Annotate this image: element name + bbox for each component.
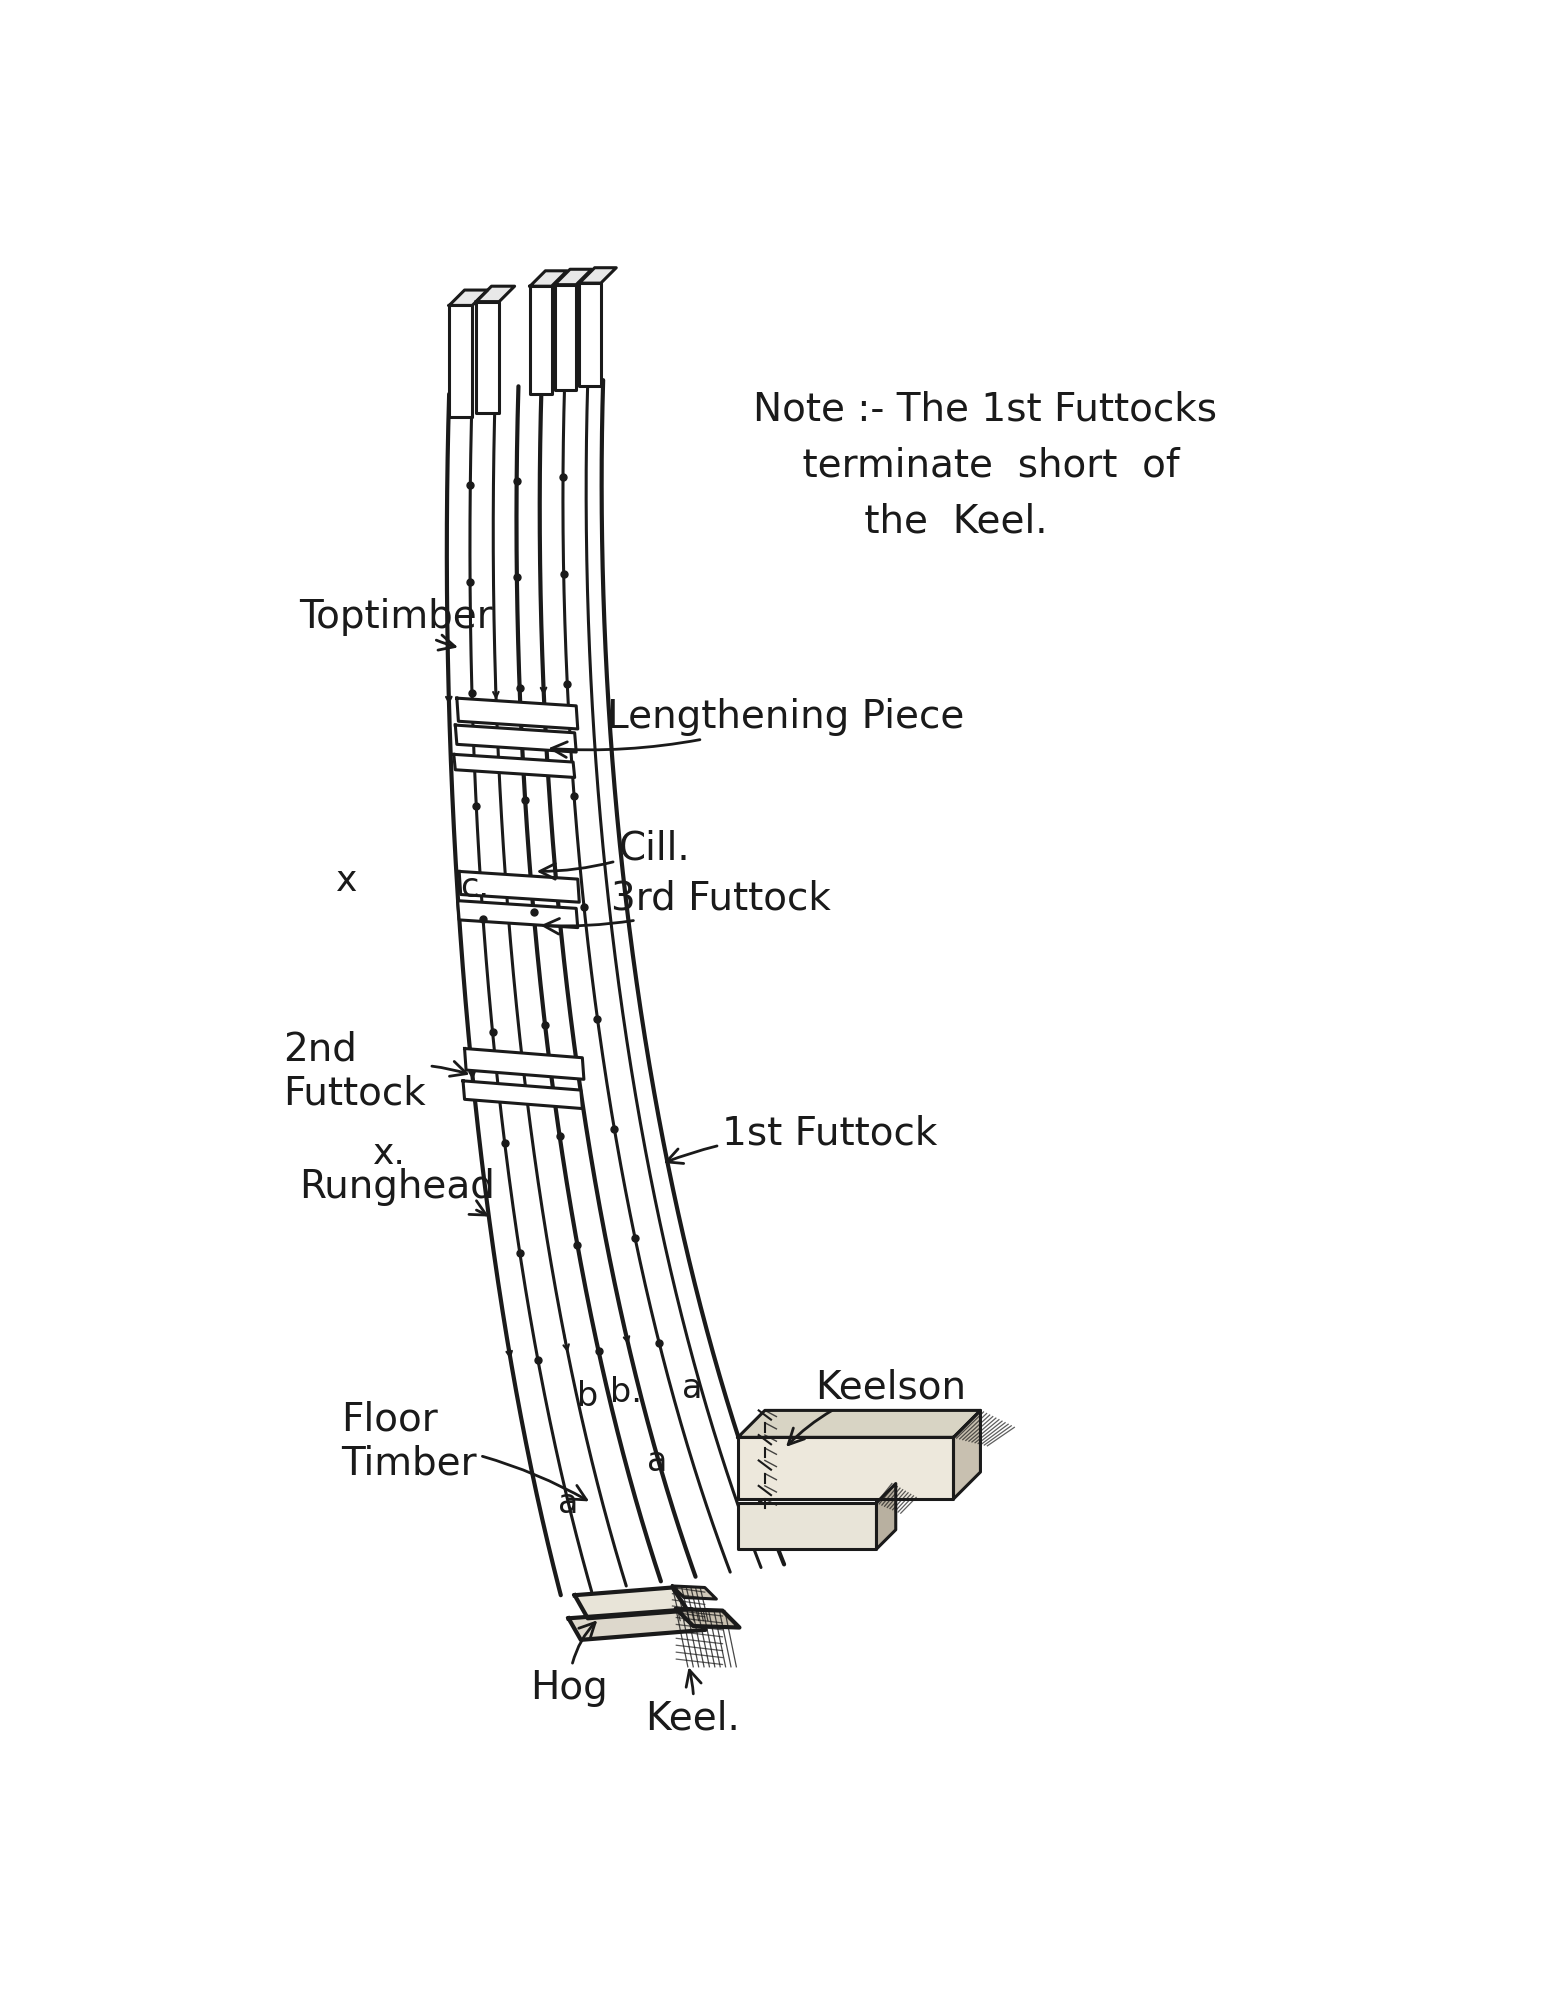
Text: c.: c. [460, 872, 490, 904]
Text: b.: b. [610, 1376, 643, 1408]
Polygon shape [574, 1588, 688, 1618]
Polygon shape [457, 698, 577, 728]
Text: Cill.: Cill. [540, 830, 690, 880]
Text: b: b [577, 1380, 599, 1412]
Text: x: x [335, 864, 357, 898]
Polygon shape [738, 1410, 980, 1438]
Polygon shape [530, 286, 552, 394]
Text: 2nd
Futtock: 2nd Futtock [284, 1030, 466, 1112]
Polygon shape [738, 1438, 953, 1498]
Polygon shape [454, 754, 574, 778]
Polygon shape [449, 290, 488, 306]
Text: a: a [647, 1446, 668, 1478]
Text: 1st Futtock: 1st Futtock [666, 1114, 938, 1164]
Polygon shape [459, 872, 579, 902]
Text: a: a [682, 1372, 702, 1404]
Polygon shape [579, 284, 601, 386]
Text: Toptimber: Toptimber [300, 598, 493, 650]
Polygon shape [465, 1048, 583, 1080]
Polygon shape [877, 1484, 895, 1548]
Polygon shape [457, 900, 577, 928]
Polygon shape [555, 284, 576, 390]
Polygon shape [738, 1502, 877, 1548]
Polygon shape [555, 270, 591, 284]
Polygon shape [463, 1080, 582, 1108]
Polygon shape [672, 1586, 716, 1600]
Text: Hog: Hog [530, 1622, 608, 1706]
Text: x.: x. [373, 1138, 406, 1172]
Text: Runghead: Runghead [300, 1168, 495, 1216]
Polygon shape [579, 268, 616, 284]
Text: a: a [558, 1488, 579, 1520]
Polygon shape [568, 1610, 705, 1640]
Text: Floor
Timber: Floor Timber [342, 1400, 587, 1500]
Text: 3rd Futtock: 3rd Futtock [543, 880, 831, 934]
Polygon shape [449, 306, 473, 418]
Polygon shape [677, 1610, 739, 1628]
Text: Note :- The 1st Futtocks
    terminate  short  of
         the  Keel.: Note :- The 1st Futtocks terminate short… [753, 390, 1217, 540]
Polygon shape [953, 1410, 980, 1498]
Polygon shape [456, 726, 576, 752]
Polygon shape [476, 302, 499, 414]
Text: Lengthening Piece: Lengthening Piece [551, 698, 964, 758]
Polygon shape [530, 270, 566, 286]
Text: Keelson: Keelson [788, 1368, 966, 1444]
Text: Keel.: Keel. [646, 1670, 741, 1738]
Polygon shape [476, 286, 515, 302]
